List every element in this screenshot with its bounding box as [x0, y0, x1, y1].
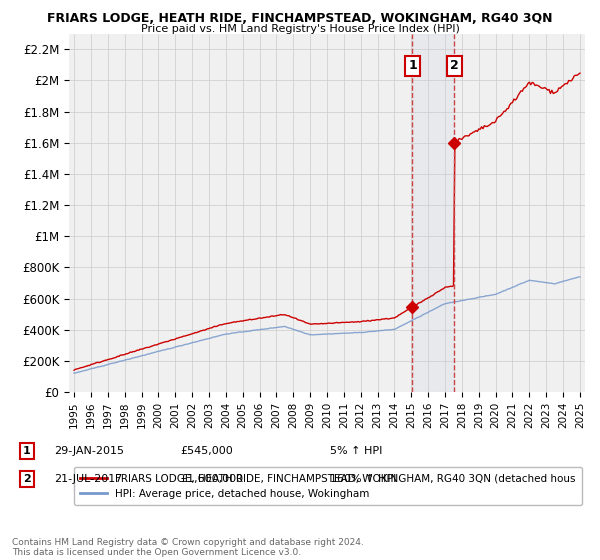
Legend: FRIARS LODGE, HEATH RIDE, FINCHAMPSTEAD, WOKINGHAM, RG40 3QN (detached hous, HPI: FRIARS LODGE, HEATH RIDE, FINCHAMPSTEAD,…	[74, 467, 581, 505]
Text: 2: 2	[23, 474, 31, 484]
Text: 1: 1	[408, 59, 417, 72]
Text: 5% ↑ HPI: 5% ↑ HPI	[330, 446, 382, 456]
Text: 2: 2	[450, 59, 458, 72]
Text: 21-JUL-2017: 21-JUL-2017	[54, 474, 122, 484]
Text: 160% ↑ HPI: 160% ↑ HPI	[330, 474, 397, 484]
Text: 29-JAN-2015: 29-JAN-2015	[54, 446, 124, 456]
Bar	[412, 34, 454, 392]
Text: Price paid vs. HM Land Registry's House Price Index (HPI): Price paid vs. HM Land Registry's House …	[140, 24, 460, 34]
Text: £545,000: £545,000	[180, 446, 233, 456]
Text: £1,600,000: £1,600,000	[180, 474, 243, 484]
Text: FRIARS LODGE, HEATH RIDE, FINCHAMPSTEAD, WOKINGHAM, RG40 3QN: FRIARS LODGE, HEATH RIDE, FINCHAMPSTEAD,…	[47, 12, 553, 25]
Text: Contains HM Land Registry data © Crown copyright and database right 2024.
This d: Contains HM Land Registry data © Crown c…	[12, 538, 364, 557]
Text: 1: 1	[23, 446, 31, 456]
